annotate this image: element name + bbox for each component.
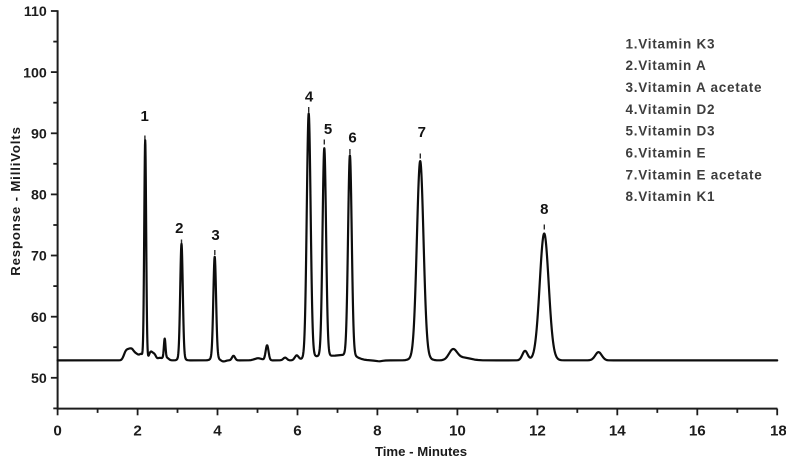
svg-text:10: 10 bbox=[449, 422, 466, 439]
svg-text:1.Vitamin K3: 1.Vitamin K3 bbox=[626, 36, 716, 51]
svg-text:110: 110 bbox=[24, 4, 47, 20]
svg-text:50: 50 bbox=[31, 371, 47, 387]
svg-text:8.Vitamin K1: 8.Vitamin K1 bbox=[626, 189, 716, 204]
svg-text:6: 6 bbox=[293, 422, 301, 439]
svg-text:90: 90 bbox=[31, 127, 47, 143]
svg-text:14: 14 bbox=[609, 422, 626, 439]
svg-text:Time - Minutes: Time - Minutes bbox=[375, 444, 467, 459]
svg-text:3.Vitamin A acetate: 3.Vitamin A acetate bbox=[626, 80, 763, 95]
svg-text:2: 2 bbox=[175, 220, 183, 237]
svg-text:5: 5 bbox=[324, 121, 332, 138]
svg-text:100: 100 bbox=[23, 65, 47, 81]
svg-text:4: 4 bbox=[213, 422, 222, 439]
svg-text:2: 2 bbox=[133, 422, 141, 439]
svg-text:4.Vitamin D2: 4.Vitamin D2 bbox=[626, 102, 716, 117]
svg-text:8: 8 bbox=[373, 422, 381, 439]
svg-text:1: 1 bbox=[141, 108, 149, 125]
svg-text:18: 18 bbox=[770, 422, 786, 439]
svg-text:2.Vitamin A: 2.Vitamin A bbox=[626, 58, 707, 73]
svg-text:4: 4 bbox=[305, 89, 314, 106]
svg-text:Response - MilliVolts: Response - MilliVolts bbox=[8, 126, 23, 276]
svg-text:80: 80 bbox=[31, 188, 47, 204]
svg-text:6.Vitamin E: 6.Vitamin E bbox=[626, 146, 707, 161]
svg-text:6: 6 bbox=[348, 130, 356, 147]
svg-text:3: 3 bbox=[211, 227, 219, 244]
svg-text:7: 7 bbox=[418, 124, 426, 141]
svg-text:12: 12 bbox=[529, 422, 546, 439]
svg-text:5.Vitamin D3: 5.Vitamin D3 bbox=[626, 124, 716, 139]
svg-text:7.Vitamin E acetate: 7.Vitamin E acetate bbox=[626, 167, 763, 182]
svg-text:16: 16 bbox=[689, 422, 706, 439]
svg-text:70: 70 bbox=[31, 249, 47, 265]
svg-text:60: 60 bbox=[31, 310, 47, 326]
svg-text:0: 0 bbox=[53, 422, 61, 439]
svg-text:8: 8 bbox=[540, 201, 548, 218]
